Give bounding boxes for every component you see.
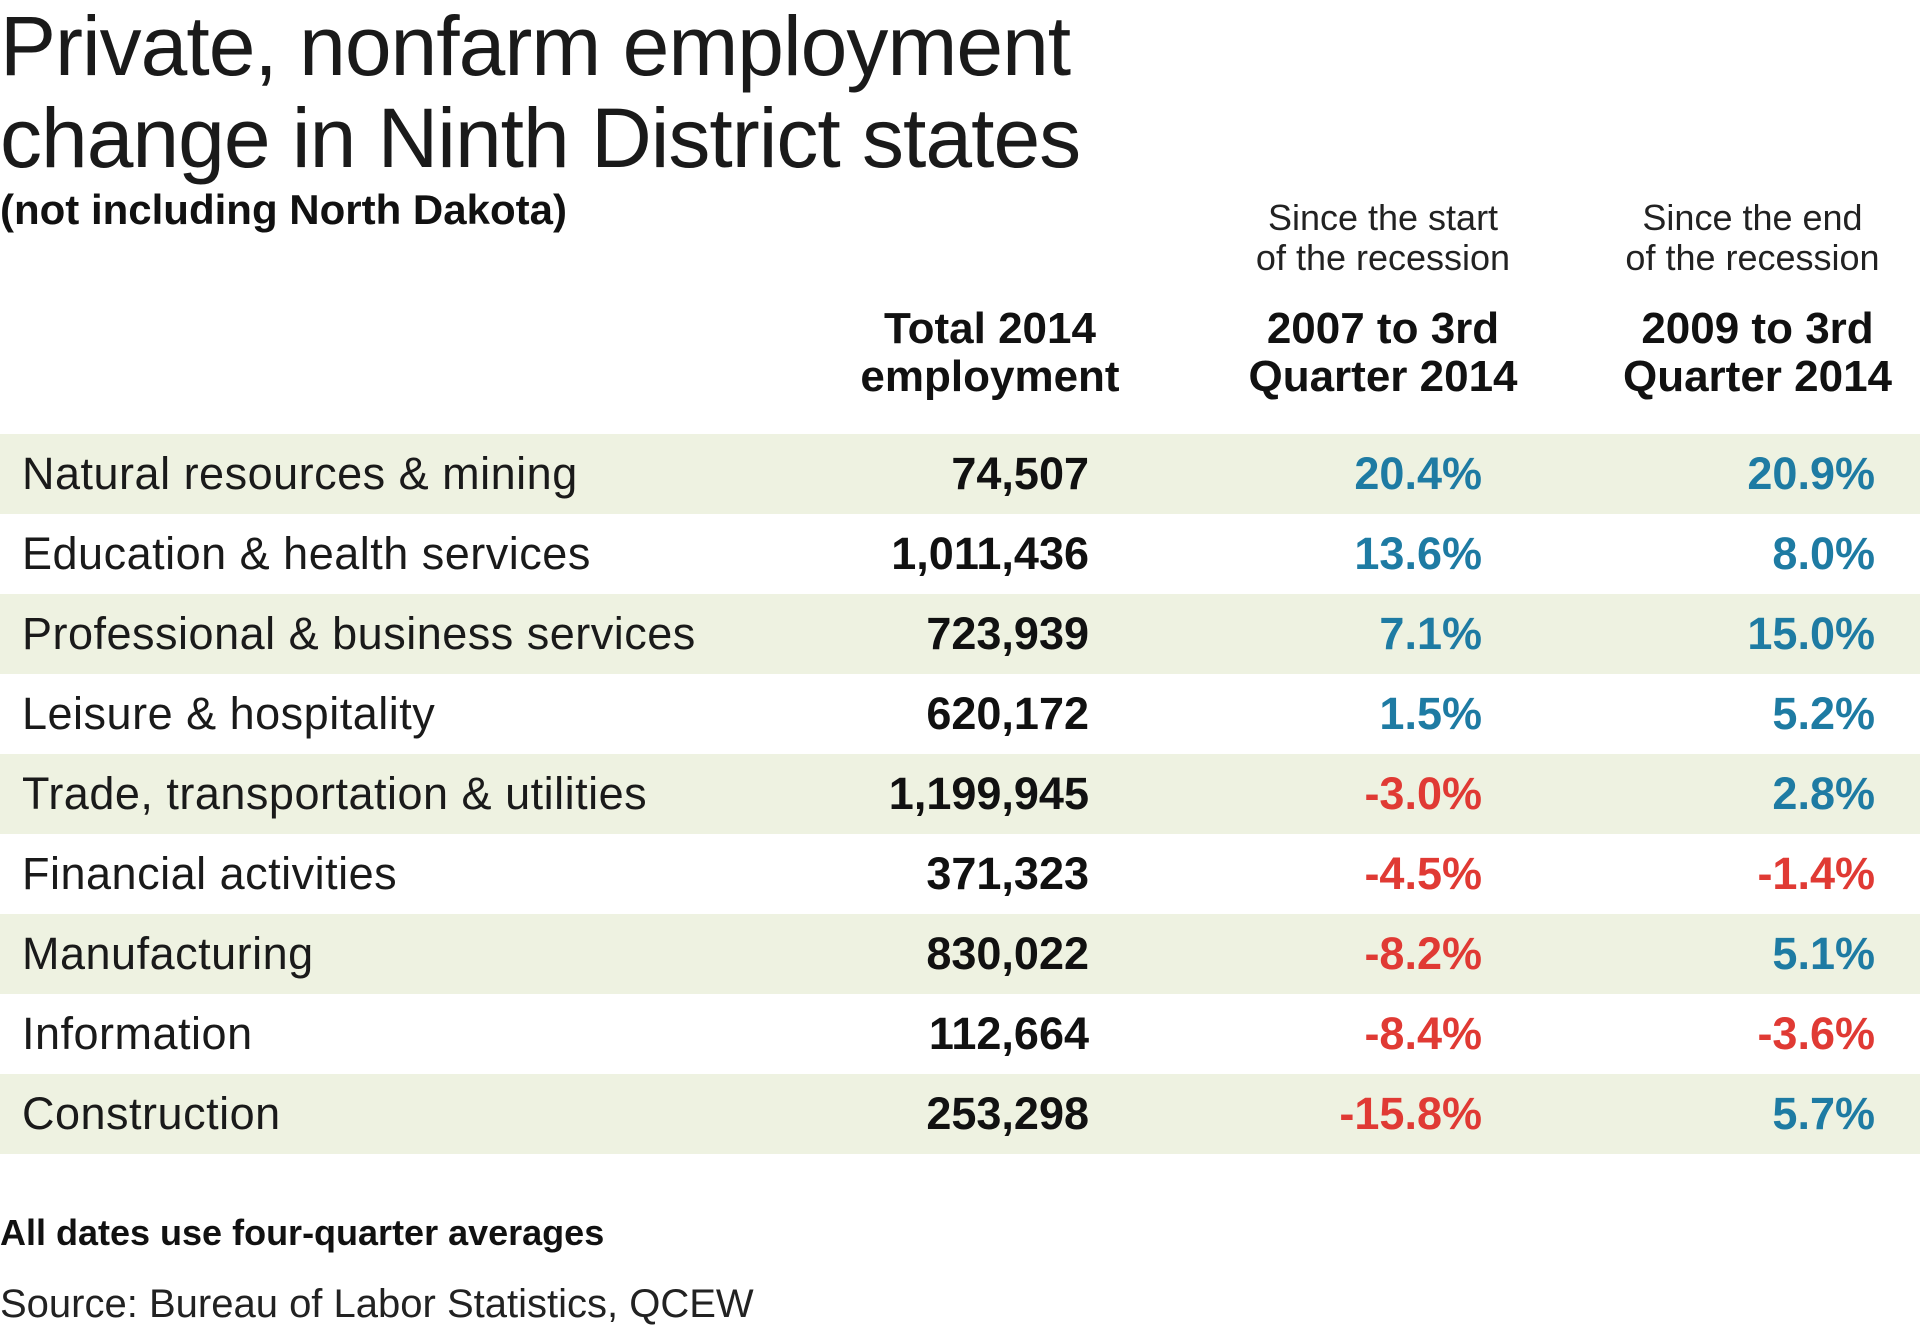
change-since-2009-value: 20.9% bbox=[1747, 448, 1875, 499]
column-header-total-line-1: Total 2014 bbox=[884, 304, 1096, 353]
employment-table: Natural resources & mining 74,507 20.4% … bbox=[0, 434, 1920, 1154]
column-note-since-end: Since the end of the recession bbox=[1585, 198, 1920, 278]
change-since-2009-value: 5.1% bbox=[1772, 928, 1875, 979]
change-since-2007-value: -4.5% bbox=[1364, 848, 1482, 899]
total-employment-value: 253,298 bbox=[926, 1088, 1089, 1139]
column-header-2007: 2007 to 3rd Quarter 2014 bbox=[1203, 305, 1563, 401]
total-employment-value: 112,664 bbox=[928, 1008, 1089, 1059]
column-header-2009-line-2: Quarter 2014 bbox=[1622, 352, 1893, 401]
sector-label: Information bbox=[22, 1008, 253, 1059]
change-since-2007-value: -15.8% bbox=[1339, 1088, 1482, 1139]
chart-subtitle: (not including North Dakota) bbox=[0, 186, 567, 233]
table-row: Natural resources & mining 74,507 20.4% … bbox=[0, 434, 1920, 514]
sector-label: Manufacturing bbox=[22, 928, 314, 979]
column-note-since-end-line-2: of the recession bbox=[1625, 237, 1880, 278]
source-line: Source: Bureau of Labor Statistics, QCEW bbox=[0, 1282, 754, 1326]
chart-title-line-1: Private, nonfarm employment bbox=[0, 0, 1071, 93]
change-since-2007-value: -8.2% bbox=[1364, 928, 1482, 979]
change-since-2007-value: 7.1% bbox=[1379, 608, 1482, 659]
sector-label: Construction bbox=[22, 1088, 281, 1139]
sector-label: Professional & business services bbox=[22, 608, 696, 659]
change-since-2007-value: 13.6% bbox=[1354, 528, 1482, 579]
column-header-2007-line-1: 2007 to 3rd bbox=[1266, 304, 1500, 353]
column-header-total: Total 2014 employment bbox=[830, 305, 1150, 401]
change-since-2007-value: 20.4% bbox=[1354, 448, 1482, 499]
sector-label: Natural resources & mining bbox=[22, 448, 578, 499]
sector-label: Leisure & hospitality bbox=[22, 688, 436, 739]
change-since-2009-value: -1.4% bbox=[1757, 848, 1875, 899]
change-since-2007-value: -8.4% bbox=[1364, 1008, 1482, 1059]
column-header-total-line-2: employment bbox=[860, 352, 1120, 401]
column-header-2007-line-2: Quarter 2014 bbox=[1248, 352, 1518, 401]
table-row: Construction 253,298 -15.8% 5.7% bbox=[0, 1074, 1920, 1154]
table-row: Education & health services 1,011,436 13… bbox=[0, 514, 1920, 594]
change-since-2009-value: 8.0% bbox=[1772, 528, 1875, 579]
column-note-since-start: Since the start of the recession bbox=[1193, 198, 1573, 278]
total-employment-value: 620,172 bbox=[926, 688, 1089, 739]
column-note-since-end-line-1: Since the end bbox=[1642, 197, 1863, 238]
change-since-2007-value: -3.0% bbox=[1364, 768, 1482, 819]
column-header-2009: 2009 to 3rd Quarter 2014 bbox=[1595, 305, 1920, 401]
table-row: Trade, transportation & utilities 1,199,… bbox=[0, 754, 1920, 834]
table-row: Manufacturing 830,022 -8.2% 5.1% bbox=[0, 914, 1920, 994]
total-employment-value: 1,199,945 bbox=[888, 768, 1089, 819]
sector-label: Education & health services bbox=[22, 528, 591, 579]
sector-label: Financial activities bbox=[22, 848, 398, 899]
total-employment-value: 74,507 bbox=[951, 448, 1089, 499]
table-row: Information 112,664 -8.4% -3.6% bbox=[0, 994, 1920, 1074]
change-since-2007-value: 1.5% bbox=[1379, 688, 1482, 739]
column-note-since-start-line-2: of the recession bbox=[1255, 237, 1511, 278]
chart-title: Private, nonfarm employment change in Ni… bbox=[0, 0, 1160, 184]
table-row: Professional & business services 723,939… bbox=[0, 594, 1920, 674]
table-row: Leisure & hospitality 620,172 1.5% 5.2% bbox=[0, 674, 1920, 754]
change-since-2009-value: -3.6% bbox=[1757, 1008, 1875, 1059]
total-employment-value: 371,323 bbox=[926, 848, 1089, 899]
total-employment-value: 723,939 bbox=[926, 608, 1089, 659]
total-employment-value: 830,022 bbox=[926, 928, 1089, 979]
change-since-2009-value: 15.0% bbox=[1747, 608, 1875, 659]
column-note-since-start-line-1: Since the start bbox=[1267, 197, 1499, 238]
chart-title-line-2: change in Ninth District states bbox=[0, 91, 1081, 185]
change-since-2009-value: 5.7% bbox=[1772, 1088, 1875, 1139]
sector-label: Trade, transportation & utilities bbox=[22, 768, 648, 819]
footnote: All dates use four-quarter averages bbox=[0, 1212, 605, 1253]
column-header-2009-line-1: 2009 to 3rd bbox=[1641, 304, 1874, 353]
total-employment-value: 1,011,436 bbox=[891, 528, 1089, 579]
change-since-2009-value: 5.2% bbox=[1772, 688, 1875, 739]
change-since-2009-value: 2.8% bbox=[1772, 768, 1875, 819]
table-row: Financial activities 371,323 -4.5% -1.4% bbox=[0, 834, 1920, 914]
